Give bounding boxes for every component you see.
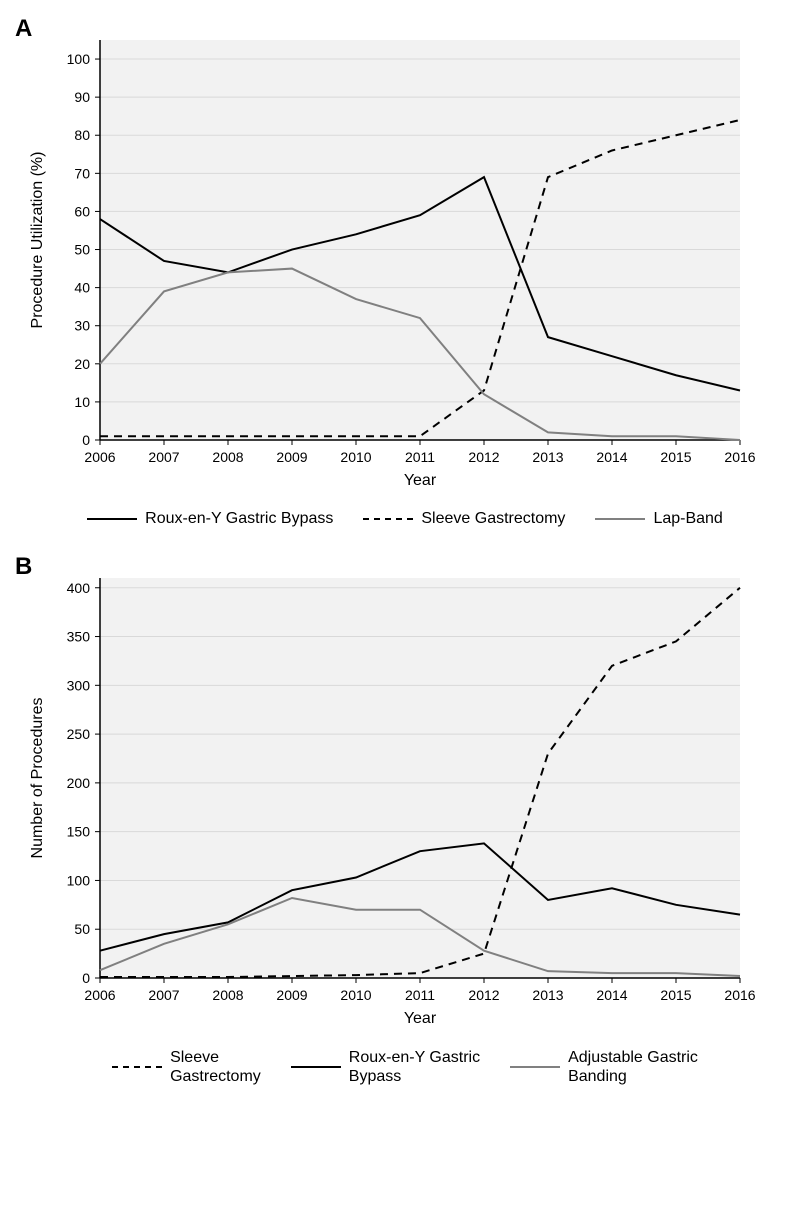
svg-text:60: 60 [74, 203, 90, 219]
svg-text:2009: 2009 [276, 449, 307, 465]
svg-text:2015: 2015 [660, 449, 691, 465]
panel-b-svg: 0 50 100 150 200 250 300 350 400 2006 2007 2008 2009… [20, 558, 760, 1028]
legend-line-icon [510, 1066, 560, 1068]
panel-a: A 01020304050607080901002006200720082009… [20, 20, 790, 528]
svg-text:2007: 2007 [148, 987, 179, 1003]
legend-item: Lap-Band [595, 510, 722, 528]
svg-text:Year: Year [404, 472, 437, 489]
panel-a-legend: Roux-en-Y Gastric Bypass Sleeve Gastrecto… [20, 510, 790, 528]
legend-line-icon [595, 518, 645, 520]
svg-text:0: 0 [82, 970, 90, 986]
svg-text:0: 0 [82, 432, 90, 448]
svg-text:2012: 2012 [468, 449, 499, 465]
panel-b-chart: 0 50 100 150 200 250 300 350 400 2006 2007 2008 2009… [20, 558, 790, 1033]
panel-a-svg: 0 10 20 30 40 50 60 70 80 90 100 2006 2007 2008 2009 20… [20, 20, 760, 490]
svg-text:Year: Year [404, 1010, 437, 1027]
svg-text:90: 90 [74, 89, 90, 105]
svg-text:2014: 2014 [596, 987, 627, 1003]
figure: A 01020304050607080901002006200720082009… [20, 20, 790, 1086]
svg-text:50: 50 [74, 921, 90, 937]
legend-label: Sleeve Gastrectomy [421, 510, 565, 528]
svg-text:2012: 2012 [468, 987, 499, 1003]
svg-text:2016: 2016 [724, 987, 755, 1003]
svg-text:70: 70 [74, 165, 90, 181]
svg-text:250: 250 [67, 726, 91, 742]
legend-line-icon [291, 1066, 341, 1068]
svg-text:2007: 2007 [148, 449, 179, 465]
svg-text:200: 200 [67, 775, 91, 791]
svg-text:Number of Procedures: Number of Procedures [29, 698, 46, 859]
svg-text:2006: 2006 [84, 449, 115, 465]
legend-item: SleeveGastrectomy [112, 1048, 261, 1086]
svg-text:2008: 2008 [212, 449, 243, 465]
svg-text:150: 150 [67, 824, 91, 840]
svg-text:300: 300 [67, 677, 91, 693]
legend-item: Sleeve Gastrectomy [363, 510, 565, 528]
panel-a-chart: 0 10 20 30 40 50 60 70 80 90 100 2006 2007 2008 2009 20… [20, 20, 790, 495]
svg-text:2016: 2016 [724, 449, 755, 465]
svg-text:2015: 2015 [660, 987, 691, 1003]
legend-label: Lap-Band [653, 510, 722, 528]
svg-text:2010: 2010 [340, 449, 371, 465]
svg-text:2014: 2014 [596, 449, 627, 465]
svg-text:100: 100 [67, 51, 91, 67]
svg-text:2006: 2006 [84, 987, 115, 1003]
svg-text:100: 100 [67, 872, 91, 888]
svg-text:30: 30 [74, 318, 90, 334]
svg-text:2013: 2013 [532, 987, 563, 1003]
legend-label: Roux-en-Y GastricBypass [349, 1048, 480, 1086]
svg-text:2010: 2010 [340, 987, 371, 1003]
svg-text:350: 350 [67, 629, 91, 645]
svg-text:400: 400 [67, 580, 91, 596]
svg-text:10: 10 [74, 394, 90, 410]
svg-text:2009: 2009 [276, 987, 307, 1003]
legend-line-icon [87, 518, 137, 520]
svg-text:2013: 2013 [532, 449, 563, 465]
legend-item: Roux-en-Y GastricBypass [291, 1048, 480, 1086]
legend-item: Adjustable GastricBanding [510, 1048, 698, 1086]
svg-text:20: 20 [74, 356, 90, 372]
panel-b-legend: SleeveGastrectomy Roux-en-Y GastricBypass… [20, 1048, 790, 1086]
svg-text:80: 80 [74, 127, 90, 143]
svg-text:40: 40 [74, 280, 90, 296]
legend-line-icon [363, 518, 413, 520]
svg-text:2011: 2011 [405, 449, 435, 465]
legend-line-icon [112, 1066, 162, 1068]
legend-item: Roux-en-Y Gastric Bypass [87, 510, 333, 528]
svg-text:2011: 2011 [405, 987, 435, 1003]
legend-label: Roux-en-Y Gastric Bypass [145, 510, 333, 528]
legend-label: Adjustable GastricBanding [568, 1048, 698, 1086]
svg-text:2008: 2008 [212, 987, 243, 1003]
svg-text:Procedure Utilization (%): Procedure Utilization (%) [29, 152, 46, 329]
panel-b: B 05010015020025030035040020062007200820… [20, 558, 790, 1086]
svg-text:50: 50 [74, 242, 90, 258]
legend-label: SleeveGastrectomy [170, 1048, 261, 1086]
